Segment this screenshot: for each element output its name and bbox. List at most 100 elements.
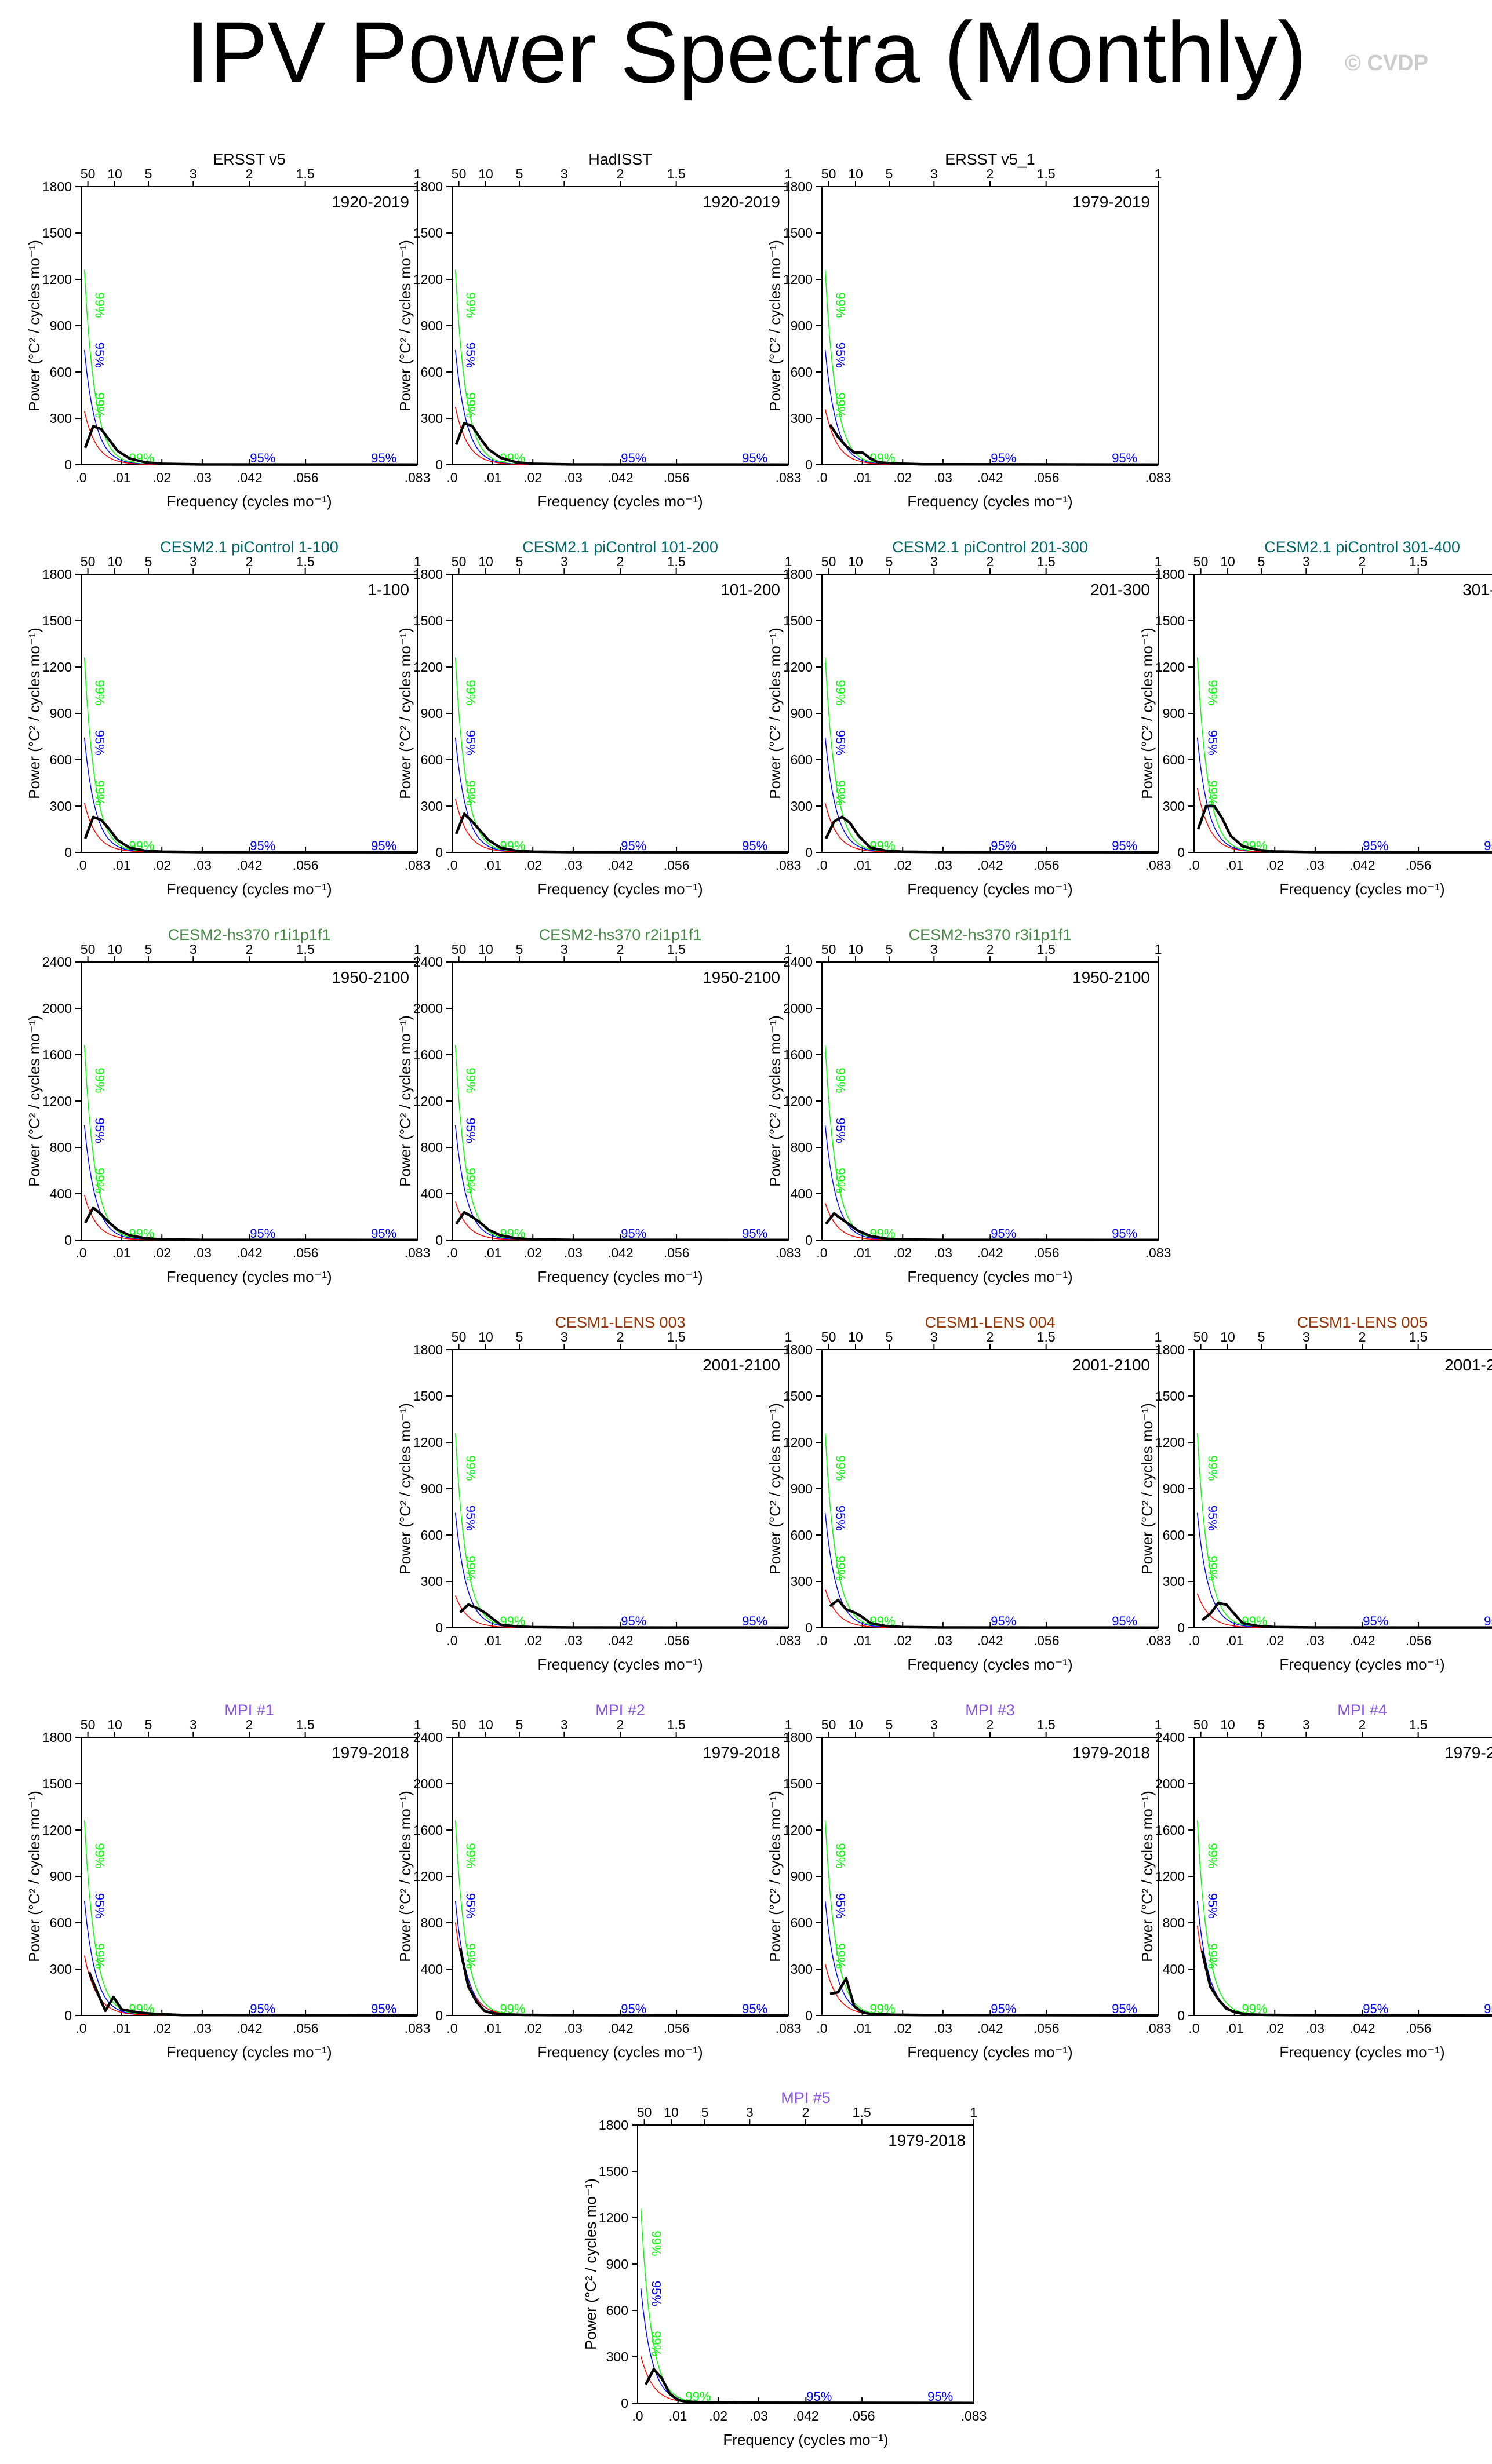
y-tick-label: 1500: [42, 613, 72, 628]
x-axis-label: Frequency (cycles mo⁻¹): [1279, 2043, 1444, 2061]
top-tick-label: 2: [987, 1717, 994, 1732]
top-tick-label: 2: [246, 1717, 253, 1732]
x-axis-label: Frequency (cycles mo⁻¹): [907, 1656, 1072, 1673]
sig99-label: 99%: [1205, 780, 1220, 805]
sig95-label: 95%: [991, 451, 1016, 465]
x-tick-label: .02: [523, 1633, 542, 1648]
x-tick-label: .01: [1225, 1633, 1244, 1648]
x-tick-label: .042: [236, 2021, 263, 2036]
top-tick-label: 3: [1302, 1717, 1310, 1732]
y-tick-label: 800: [791, 1140, 813, 1155]
y-tick-label: 1200: [413, 1869, 443, 1884]
x-tick-label: .01: [853, 470, 872, 485]
sig95-label: 95%: [621, 1614, 646, 1628]
top-tick-label: 1: [1155, 554, 1162, 569]
y-tick-label: 400: [421, 1962, 443, 1977]
spectrum-panel: CESM2.1 piControl 301-40050105321.510300…: [1138, 538, 1492, 898]
x-tick-label: .042: [607, 1633, 634, 1648]
sig95-label: 95%: [927, 2389, 953, 2404]
sig99-label: 99%: [92, 1943, 107, 1969]
x-tick-label: .056: [664, 858, 690, 873]
top-tick-label: 10: [664, 2105, 679, 2120]
y-tick-label: 1500: [783, 613, 813, 628]
top-tick-label: 2: [1359, 1329, 1366, 1344]
x-tick-label: .01: [669, 2408, 687, 2423]
y-tick-label: 300: [791, 1574, 813, 1589]
panel-frame: [821, 1737, 1159, 2016]
panel-title: CESM2-hs370 r1i1p1f1: [168, 926, 331, 943]
y-tick-label: 900: [1163, 706, 1185, 721]
sig99-label: 99%: [92, 1843, 107, 1868]
y-axis-label: Power (°C² / cycles mo⁻¹): [396, 240, 414, 411]
top-tick-label: 1.5: [1037, 1329, 1056, 1344]
x-tick-label: .01: [112, 858, 131, 873]
top-tick-label: 10: [107, 554, 122, 569]
x-tick-label: .03: [564, 2021, 583, 2036]
y-tick-label: 0: [1177, 845, 1185, 860]
y-tick-label: 0: [435, 845, 443, 860]
y-tick-label: 300: [50, 1962, 72, 1977]
sig95-label: 95%: [742, 1226, 767, 1241]
top-tick-label: 10: [107, 166, 122, 181]
top-tick-label: 5: [886, 942, 893, 957]
top-tick-label: 1.5: [1409, 1717, 1428, 1732]
x-axis-label: Frequency (cycles mo⁻¹): [907, 880, 1072, 898]
y-tick-label: 1500: [783, 1388, 813, 1404]
top-tick-label: 50: [637, 2105, 652, 2120]
spectrum-line: [454, 812, 789, 854]
x-axis-label: Frequency (cycles mo⁻¹): [907, 1268, 1072, 1285]
sig95-label: 95%: [92, 1893, 107, 1919]
y-tick-label: 1800: [413, 179, 443, 194]
panel-frame: [1193, 574, 1492, 853]
panel-title: HadISST: [588, 151, 652, 168]
x-tick-label: .03: [934, 470, 952, 485]
y-tick-label: 0: [435, 1233, 443, 1248]
y-tick-label: 1800: [783, 1342, 813, 1357]
x-tick-label: .03: [934, 2021, 952, 2036]
y-tick-label: 2000: [1155, 1776, 1185, 1791]
x-tick-label: .02: [523, 470, 542, 485]
panel-frame: [452, 574, 789, 853]
top-tick-label: 50: [81, 942, 96, 957]
sig95-label: 95%: [463, 342, 478, 368]
sig95-label: 95%: [250, 2002, 275, 2016]
y-tick-label: 1800: [1155, 567, 1185, 582]
y-tick-label: 600: [50, 752, 72, 767]
y-tick-label: 800: [421, 1915, 443, 1930]
x-tick-label: .03: [934, 1633, 952, 1648]
y-tick-label: 400: [1163, 1962, 1185, 1977]
x-tick-label: .042: [236, 1245, 263, 1260]
x-tick-label: .056: [1034, 1245, 1060, 1260]
x-tick-label: .056: [293, 2021, 319, 2036]
y-tick-label: 1800: [42, 179, 72, 194]
y-tick-label: 300: [1163, 799, 1185, 814]
period-label: 1979-2018: [1072, 1744, 1150, 1762]
sig95-label: 95%: [991, 1226, 1016, 1241]
x-tick-label: .01: [483, 2021, 502, 2036]
top-tick-label: 5: [1258, 1717, 1265, 1732]
top-tick-label: 2: [617, 942, 624, 957]
x-tick-label: .03: [1306, 858, 1324, 873]
x-tick-label: .0: [1188, 858, 1199, 873]
y-tick-label: 1500: [1155, 1388, 1185, 1404]
x-tick-label: .042: [607, 2021, 634, 2036]
panel-frame: [637, 2124, 974, 2404]
top-tick-label: 5: [886, 554, 893, 569]
spectrum-line: [1196, 804, 1492, 854]
top-tick-label: 50: [452, 166, 467, 181]
spectrum-panel: ERSST v5_150 10 5 3 2 1.5 10300600900120015001…: [766, 151, 1171, 510]
y-tick-label: 900: [791, 1481, 813, 1496]
top-tick-label: 50: [821, 1329, 836, 1344]
sig95-label: 95%: [1484, 2002, 1492, 2016]
x-tick-label: .0: [632, 2408, 643, 2423]
panel-frame: [452, 961, 789, 1241]
x-tick-label: .01: [853, 858, 872, 873]
sig95-label: 95%: [806, 2389, 832, 2404]
x-tick-label: .056: [293, 1245, 319, 1260]
top-tick-label: 1.5: [296, 1717, 315, 1732]
x-tick-label: .056: [664, 1633, 690, 1648]
top-tick-label: 5: [516, 942, 523, 957]
sig95-label: 95%: [1205, 1506, 1220, 1531]
